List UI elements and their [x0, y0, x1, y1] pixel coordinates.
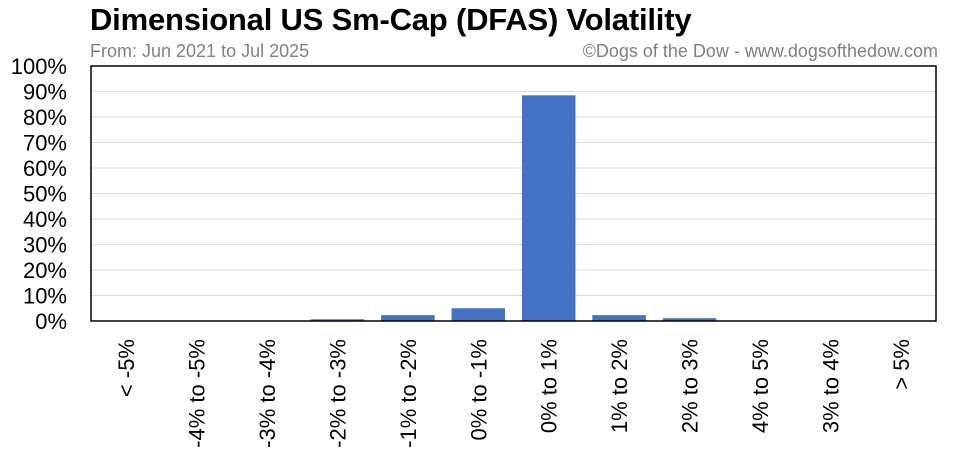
bar [310, 319, 365, 321]
x-tick-label: 2% to 3% [678, 339, 703, 433]
chart-credit: ©Dogs of the Dow - www.dogsofthedow.com [582, 41, 938, 61]
y-tick-label: 30% [23, 233, 67, 258]
y-tick-label: 90% [23, 80, 67, 105]
y-tick-label: 100% [11, 54, 67, 79]
x-tick-label: < -5% [114, 339, 139, 397]
x-tick-label: 0% to -1% [466, 339, 491, 441]
bar [521, 95, 576, 321]
x-tick-label: 4% to 5% [748, 339, 773, 433]
x-tick-label: -4% to -5% [185, 339, 210, 448]
chart-subtitle: From: Jun 2021 to Jul 2025 [90, 41, 310, 61]
x-tick-label: 3% to 4% [818, 339, 843, 433]
y-tick-label: 80% [23, 105, 67, 130]
y-tick-label: 20% [23, 258, 67, 283]
y-tick-label: 70% [23, 131, 67, 156]
y-tick-label: 60% [23, 156, 67, 181]
bar [592, 315, 646, 321]
chart-title: Dimensional US Sm-Cap (DFAS) Volatility [90, 2, 692, 37]
x-axis-ticks: < -5% -4% to -5% -3% to -4% -2% to -3% -1% t… [114, 339, 914, 448]
bar [451, 308, 506, 321]
y-tick-label: 0% [35, 309, 67, 334]
x-tick-label: 0% to 1% [537, 339, 562, 433]
bar [662, 318, 717, 321]
y-tick-label: 50% [23, 182, 67, 207]
x-tick-label: -2% to -3% [325, 339, 350, 448]
x-tick-label: 1% to 2% [607, 339, 632, 433]
y-axis-ticks: 0%10%20%30%40%50%60%70%80%90%100% [11, 54, 67, 334]
bars [310, 95, 717, 321]
y-tick-label: 10% [23, 284, 67, 309]
bar [381, 315, 435, 321]
plot-frame [90, 65, 937, 322]
x-tick-label: > 5% [889, 339, 914, 390]
x-tick-label: -1% to -2% [396, 339, 421, 448]
y-tick-label: 40% [23, 207, 67, 232]
gridlines [91, 91, 936, 296]
x-tick-label: -3% to -4% [255, 339, 280, 448]
